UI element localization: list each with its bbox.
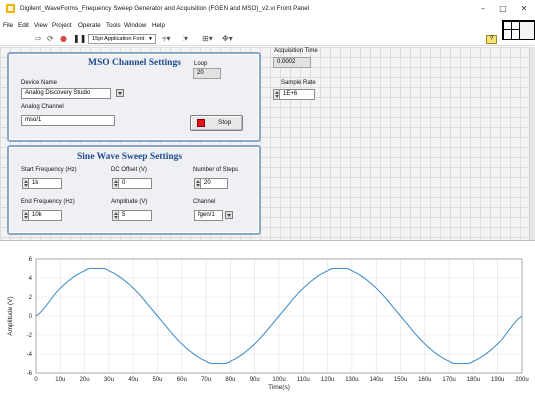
- vertical-scrollbar[interactable]: [529, 47, 535, 240]
- menu-tools[interactable]: Tools: [106, 22, 121, 29]
- labview-vi-icon: [6, 4, 15, 13]
- y-tick-label: -6: [27, 371, 33, 377]
- waveform-graph: 6 4 2 0 -2 -4 -6 0 10u 20u 30u 40u 50u 60u 70u 80u 90u 1…: [0, 240, 535, 398]
- analog-channel-label: Analog Channel: [21, 104, 64, 110]
- series-line: [35, 267, 523, 365]
- abort-icon[interactable]: ●: [60, 34, 67, 43]
- x-tick-label: 50u: [152, 377, 162, 383]
- menu-edit[interactable]: Edit: [18, 22, 29, 29]
- start-frequency-field[interactable]: 1k: [28, 178, 62, 189]
- menu-operate[interactable]: Operate: [78, 22, 101, 29]
- reorder-icon[interactable]: ✥▾: [222, 34, 233, 43]
- chevron-down-icon: ▼: [148, 36, 153, 42]
- number-of-steps-field[interactable]: 20: [200, 178, 228, 189]
- toolbar: ⇨ ⟳ ● ❚❚ 15pt Application Font ▼ ⫧▾ ⫶▾ ⊞…: [0, 32, 535, 46]
- title-bar: Digilent_WaveForms_Frequency Sweep Gener…: [0, 0, 535, 19]
- font-select-value: 15pt Application Font: [92, 36, 145, 42]
- sample-rate-field[interactable]: 1E+6: [279, 89, 315, 100]
- x-tick-label: 100u: [272, 377, 285, 383]
- stop-button[interactable]: Stop: [190, 115, 243, 131]
- menu-view[interactable]: View: [34, 22, 48, 29]
- align-objects-icon[interactable]: ⫧▾: [162, 34, 171, 43]
- channel-label: Channel: [193, 199, 216, 205]
- fgen-channel-browse-button[interactable]: [225, 211, 233, 219]
- close-button[interactable]: ✕: [520, 4, 528, 13]
- x-axis-label: Time(s): [268, 384, 290, 391]
- y-axis-label: Amplitude (V): [7, 296, 14, 335]
- x-tick-label: 170u: [442, 377, 455, 383]
- end-frequency-field[interactable]: 10k: [28, 210, 62, 221]
- connector-pane-icon: [502, 20, 535, 40]
- loop-indicator: 20: [193, 68, 221, 79]
- x-tick-label: 10u: [55, 377, 65, 383]
- x-tick-label: 40u: [128, 377, 138, 383]
- maximize-button[interactable]: □: [499, 4, 507, 13]
- x-tick-label: 130u: [345, 377, 358, 383]
- x-tick-label: 70u: [201, 377, 211, 383]
- window-title: Digilent_WaveForms_Frequency Sweep Gener…: [20, 5, 310, 12]
- start-frequency-label: Start Frequency (Hz): [21, 167, 77, 173]
- stop-led-icon: [197, 119, 205, 127]
- x-tick-label: 110u: [297, 377, 310, 383]
- x-tick-label: 120u: [321, 377, 334, 383]
- x-tick-labels: 0 10u 20u 30u 40u 50u 60u 70u 80u 90u 100u 110u 120u…: [34, 377, 528, 383]
- device-browse-button[interactable]: [116, 89, 124, 97]
- menu-bar: File Edit View Project Operate Tools Win…: [0, 19, 535, 32]
- x-tick-label: 60u: [177, 377, 187, 383]
- x-tick-label: 0: [34, 377, 38, 383]
- x-tick-label: 30u: [104, 377, 114, 383]
- x-tick-label: 150u: [394, 377, 407, 383]
- amplitude-label: Amplitude (V): [111, 199, 148, 205]
- acquisition-time-label: Acquisition Time: [274, 48, 318, 54]
- font-select[interactable]: 15pt Application Font ▼: [88, 34, 156, 44]
- device-name-field[interactable]: Analog Discovery Studio: [21, 88, 111, 99]
- distribute-objects-icon[interactable]: ⫶▾: [182, 34, 189, 43]
- menu-project[interactable]: Project: [52, 22, 72, 29]
- x-tick-label: 160u: [418, 377, 431, 383]
- mso-cluster-title: MSO Channel Settings: [88, 58, 181, 68]
- end-frequency-label: End Frequency (Hz): [21, 199, 75, 205]
- y-tick-labels: 6 4 2 0 -2 -4 -6: [27, 257, 33, 377]
- sample-rate-label: Sample Rate: [281, 80, 316, 86]
- analog-channel-field[interactable]: mso/1: [21, 115, 115, 126]
- x-tick-label: 180u: [467, 377, 480, 383]
- fgen-channel-field[interactable]: fgen/1: [194, 210, 223, 221]
- sweep-cluster-title: Sine Wave Sweep Settings: [77, 152, 183, 162]
- x-tick-label: 200u: [515, 377, 528, 383]
- waveform-graph-svg: 6 4 2 0 -2 -4 -6 0 10u 20u 30u 40u 50u 60u 70u 80u 90u 1…: [7, 257, 529, 391]
- dc-offset-label: DC Offset (V): [111, 167, 147, 173]
- loop-label: Loop: [194, 61, 208, 67]
- y-tick-label: 0: [29, 314, 33, 320]
- y-tick-label: -4: [27, 352, 33, 358]
- x-tick-label: 80u: [225, 377, 235, 383]
- run-continuously-icon[interactable]: ⟳: [47, 34, 54, 43]
- x-tick-label: 90u: [250, 377, 260, 383]
- acquisition-time-indicator: 0.0002: [273, 57, 311, 68]
- stop-label: Stop: [218, 119, 232, 126]
- device-name-label: Device Name: [21, 80, 58, 86]
- amplitude-field[interactable]: 5: [118, 210, 152, 221]
- x-tick-label: 140u: [370, 377, 383, 383]
- menu-file[interactable]: File: [3, 22, 14, 29]
- run-arrow-icon[interactable]: ⇨: [35, 34, 42, 43]
- context-help-button[interactable]: ?: [486, 35, 497, 44]
- x-tick-label: 20u: [80, 377, 90, 383]
- menu-help[interactable]: Help: [152, 22, 165, 29]
- resize-objects-icon[interactable]: ⊞▾: [202, 34, 213, 43]
- y-tick-label: -2: [27, 333, 33, 339]
- y-tick-label: 4: [29, 276, 33, 282]
- dc-offset-field[interactable]: 0: [118, 178, 152, 189]
- minimize-button[interactable]: –: [481, 4, 485, 13]
- y-tick-label: 6: [29, 257, 33, 263]
- y-tick-label: 2: [29, 295, 33, 301]
- menu-window[interactable]: Window: [124, 22, 147, 29]
- number-of-steps-label: Number of Steps: [193, 167, 239, 173]
- pause-icon[interactable]: ❚❚: [73, 34, 87, 43]
- x-tick-label: 190u: [491, 377, 504, 383]
